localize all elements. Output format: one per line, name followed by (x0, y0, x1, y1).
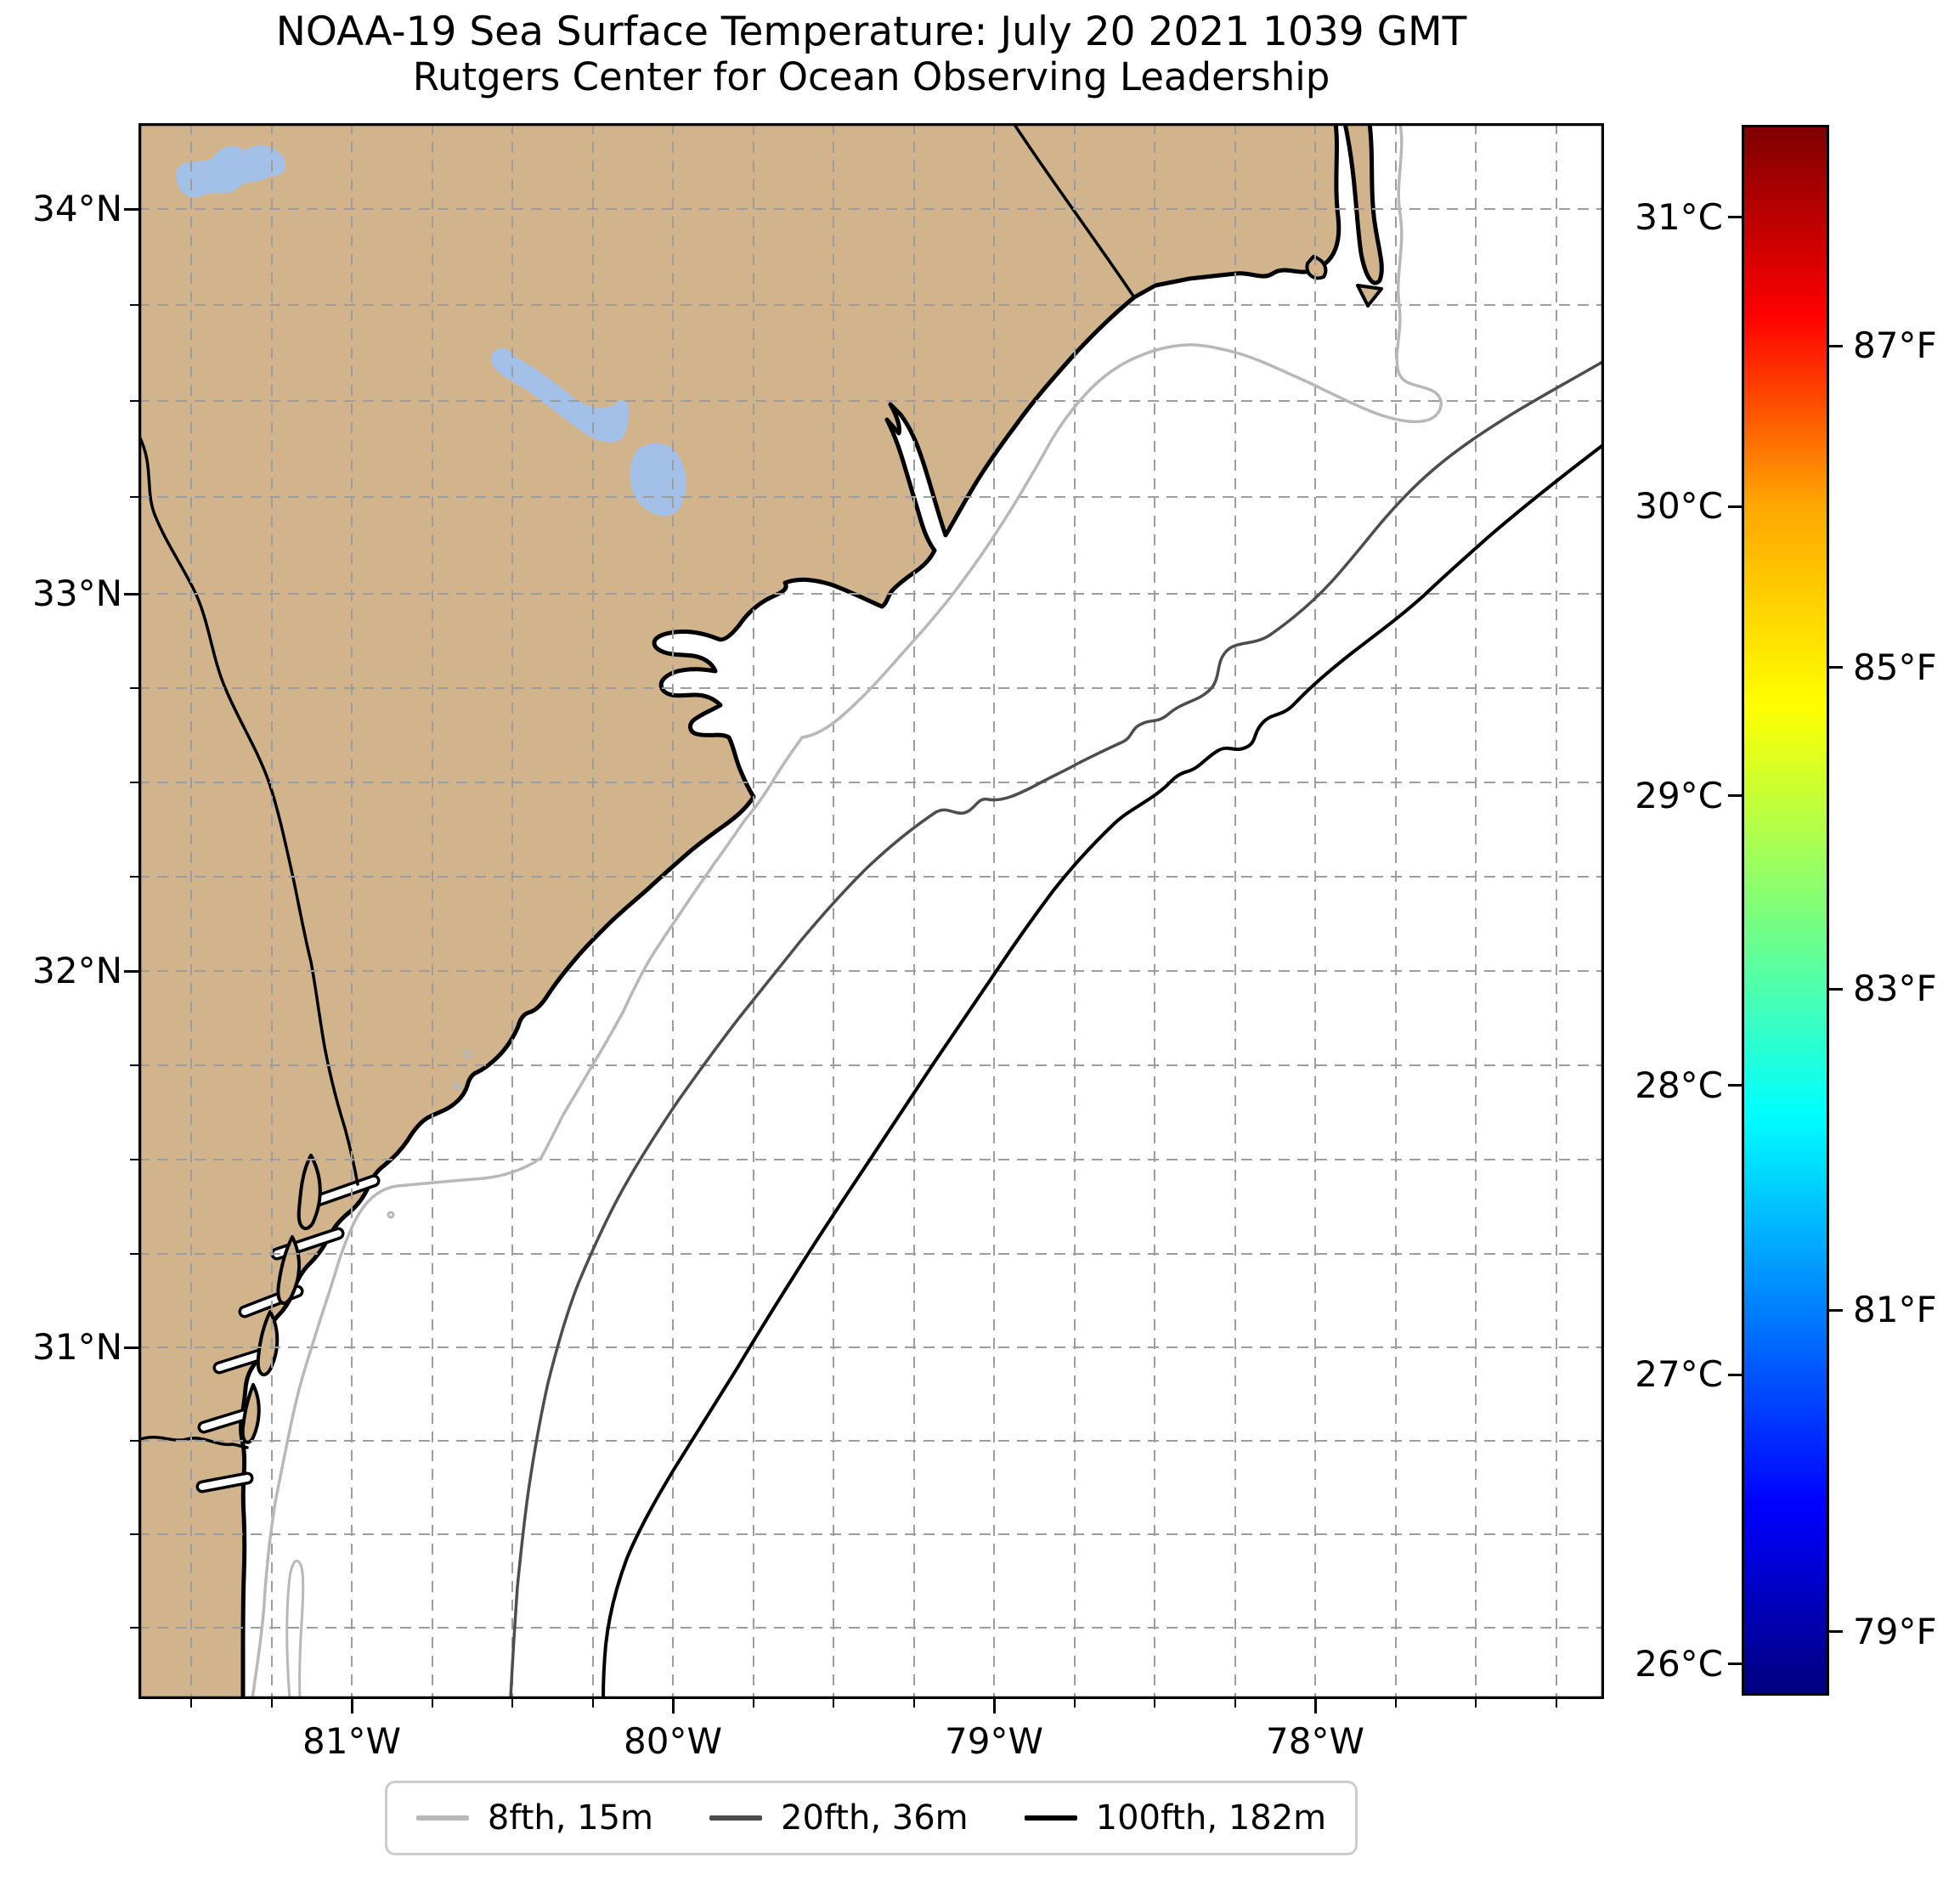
y-axis-minor-tick (130, 1064, 138, 1066)
legend-item-2: 100fth, 182m (1024, 1798, 1327, 1838)
state-borders (138, 123, 1136, 1449)
colorbar-celsius-label: 29°C (1635, 774, 1723, 816)
y-axis-minor-tick (130, 1533, 138, 1535)
colorbar-fahrenheit-tick (1829, 987, 1843, 991)
y-axis-minor-tick (130, 1253, 138, 1255)
x-axis-minor-tick (190, 1699, 192, 1708)
x-axis-tick-label: 79°W (945, 1720, 1043, 1762)
legend-item-0: 8fth, 15m (415, 1798, 654, 1838)
legend-line-swatch (415, 1815, 469, 1821)
colorbar-celsius-label: 30°C (1635, 485, 1723, 528)
x-axis-minor-tick (1074, 1699, 1076, 1708)
colorbar-fahrenheit-label: 79°F (1853, 1610, 1937, 1652)
colorbar-fahrenheit-label: 85°F (1853, 646, 1937, 688)
plot-title-line1: NOAA-19 Sea Surface Temperature: July 20… (275, 8, 1467, 55)
legend-box: 8fth, 15m 20fth, 36m 100fth, 182m (384, 1781, 1358, 1855)
colorbar-fahrenheit-tick (1829, 1308, 1843, 1312)
colorbar-celsius-label: 31°C (1635, 195, 1723, 238)
contour-8fth-specks (387, 1049, 473, 1219)
border-ga-fl (138, 1436, 249, 1449)
lake-marion (490, 347, 630, 443)
x-axis-minor-tick (1395, 1699, 1397, 1708)
x-axis-minor-tick (753, 1699, 754, 1708)
x-axis-tick-label: 81°W (302, 1720, 401, 1762)
colorbar-fahrenheit-label: 83°F (1853, 968, 1937, 1010)
plot-title-line2: Rutgers Center for Ocean Observing Leade… (412, 54, 1330, 99)
y-axis-minor-tick (130, 1440, 138, 1442)
y-axis-minor-tick (130, 1627, 138, 1629)
colorbar-celsius-label: 27°C (1635, 1353, 1723, 1396)
colorbar-celsius-tick (1728, 1373, 1742, 1376)
x-axis-minor-tick (432, 1699, 433, 1708)
colorbar-celsius-tick (1728, 794, 1742, 798)
gridlines (138, 123, 1604, 1699)
x-axis-major-tick (1313, 1699, 1317, 1713)
x-axis-major-tick (992, 1699, 996, 1713)
y-axis-major-tick (124, 1346, 138, 1349)
legend-item-label: 20fth, 36m (781, 1798, 969, 1838)
legend-line-swatch (709, 1815, 763, 1821)
x-axis-minor-tick (1234, 1699, 1236, 1708)
island-cape-point (1356, 284, 1383, 308)
y-axis-minor-tick (130, 496, 138, 498)
legend-item-label: 8fth, 15m (487, 1798, 654, 1838)
x-axis-minor-tick (592, 1699, 594, 1708)
lake-upper (177, 145, 286, 198)
x-axis-minor-tick (833, 1699, 834, 1708)
x-axis-minor-tick (913, 1699, 915, 1708)
y-axis-minor-tick (130, 687, 138, 689)
y-axis-tick-label: 33°N (32, 573, 122, 614)
y-axis-major-tick (124, 592, 138, 596)
colorbar-celsius-label: 26°C (1635, 1642, 1723, 1685)
x-axis-tick-label: 80°W (624, 1720, 722, 1762)
y-axis-tick-label: 32°N (32, 950, 122, 991)
x-axis-minor-tick (1154, 1699, 1155, 1708)
y-axis-minor-tick (130, 304, 138, 306)
island-west-tip (1305, 255, 1328, 280)
x-axis-tick-label: 78°W (1266, 1720, 1364, 1762)
contour-100fth (602, 443, 1604, 1699)
colorbar-fahrenheit-tick (1829, 1630, 1843, 1634)
colorbar-fahrenheit-label: 81°F (1853, 1289, 1937, 1331)
x-axis-minor-tick (511, 1699, 513, 1708)
y-axis-minor-tick (130, 782, 138, 783)
land-mainland (138, 123, 1341, 1699)
y-axis-minor-tick (130, 1159, 138, 1160)
contour-8fth-loop (285, 1559, 305, 1699)
y-axis-minor-tick (130, 876, 138, 878)
colorbar-celsius-tick (1728, 1084, 1742, 1087)
legend-item-label: 100fth, 182m (1095, 1798, 1327, 1838)
contour-8fth (251, 123, 1443, 1699)
y-axis-tick-label: 34°N (32, 188, 122, 229)
y-axis-major-tick (124, 969, 138, 973)
x-axis-major-tick (350, 1699, 353, 1713)
x-axis-major-tick (671, 1699, 675, 1713)
y-axis-minor-tick (130, 400, 138, 402)
colorbar-celsius-label: 28°C (1635, 1064, 1723, 1106)
y-axis-tick-label: 31°N (32, 1326, 122, 1368)
colorbar-celsius-tick (1728, 216, 1742, 219)
x-axis-minor-tick (1475, 1699, 1477, 1708)
border-savannah-river (138, 433, 359, 1186)
colorbar (1742, 125, 1829, 1696)
colorbar-celsius-tick (1728, 505, 1742, 508)
colorbar-celsius-tick (1728, 1663, 1742, 1666)
map-axes (138, 123, 1604, 1699)
contour-20fth (509, 359, 1604, 1699)
border-nc-sc (1012, 123, 1136, 299)
y-axis-major-tick (124, 207, 138, 211)
colorbar-fahrenheit-tick (1829, 666, 1843, 669)
x-axis-minor-tick (1556, 1699, 1557, 1708)
legend-item-1: 20fth, 36m (709, 1798, 969, 1838)
colorbar-fahrenheit-label: 87°F (1853, 325, 1937, 367)
colorbar-fahrenheit-tick (1829, 344, 1843, 347)
x-axis-minor-tick (271, 1699, 273, 1708)
legend: 8fth, 15m 20fth, 36m 100fth, 182m (138, 1781, 1604, 1855)
map-frame (138, 123, 1604, 1699)
land-cape-fear-spit (1342, 123, 1384, 285)
legend-line-swatch (1024, 1815, 1077, 1821)
